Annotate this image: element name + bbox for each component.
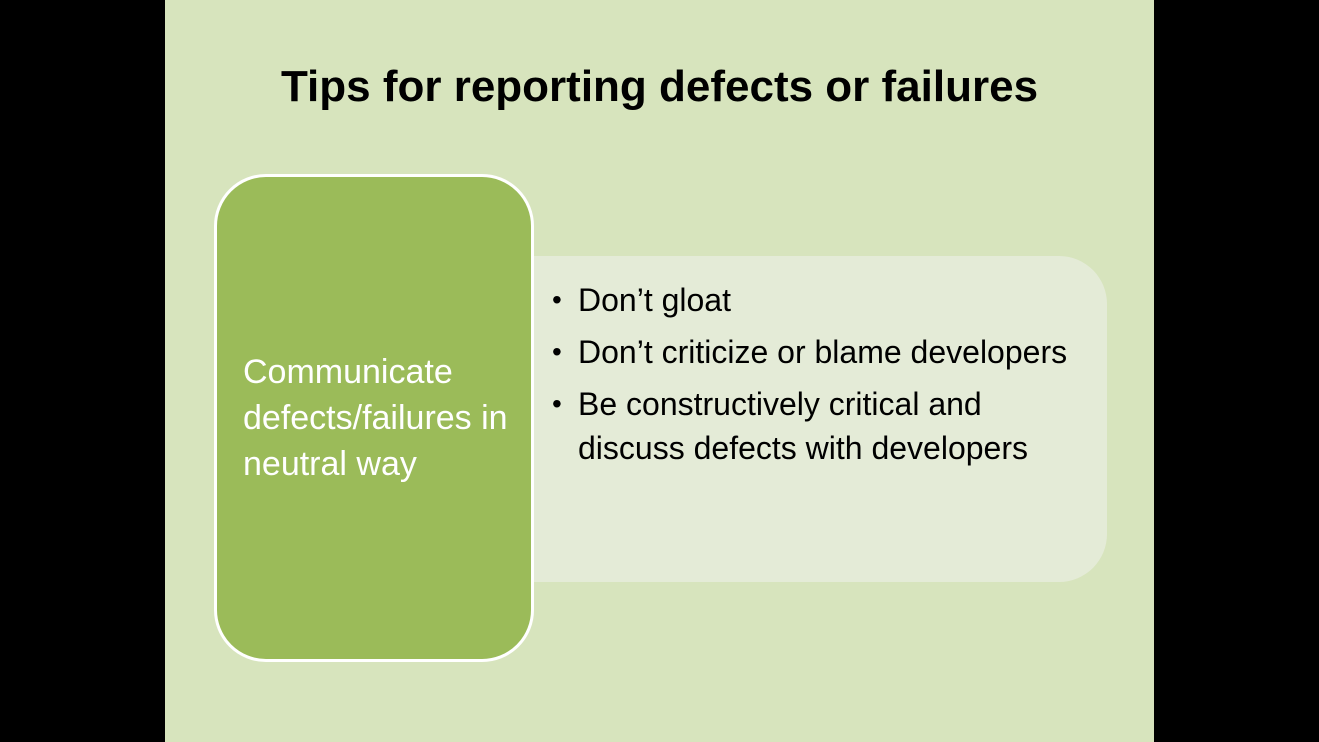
- bullet-text: Be constructively critical and discuss d…: [578, 386, 1028, 466]
- slide-title: Tips for reporting defects or failures: [280, 62, 1039, 111]
- bullet-text: Don’t gloat: [578, 282, 731, 318]
- bullet-icon: •: [552, 388, 562, 419]
- key-point-text: Communicate defects/failures in neutral …: [243, 353, 508, 483]
- key-point-box: Communicate defects/failures in neutral …: [214, 174, 534, 662]
- presentation-slide: Tips for reporting defects or failures C…: [165, 0, 1154, 742]
- bullet-item: • Be constructively critical and discuss…: [550, 382, 1070, 470]
- bullet-icon: •: [552, 284, 562, 315]
- bullet-text: Don’t criticize or blame developers: [578, 334, 1068, 370]
- bullet-icon: •: [552, 336, 562, 367]
- bullet-list: • Don’t gloat • Don’t criticize or blame…: [550, 278, 1070, 478]
- content-panel: [455, 256, 1107, 582]
- bullet-item: • Don’t gloat: [550, 278, 1070, 322]
- bullet-item: • Don’t criticize or blame developers: [550, 330, 1070, 374]
